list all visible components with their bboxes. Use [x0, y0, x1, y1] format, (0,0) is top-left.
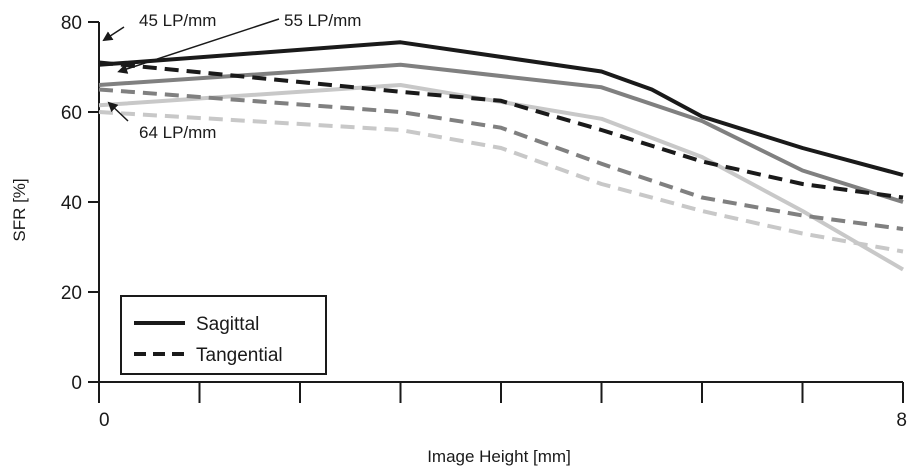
series-layer	[98, 40, 905, 272]
annotation-label: 55 LP/mm	[284, 11, 361, 30]
legend-label: Sagittal	[196, 314, 259, 335]
legend-box	[120, 295, 327, 375]
axes: 0 20 40 60 80 0 8	[61, 13, 907, 431]
series-solid-55lpmm-line	[98, 62, 904, 204]
series-solid-64lpmm-line	[98, 83, 905, 272]
annotation-layer: 45 LP/mm 55 LP/mm 64 LP/mm	[102, 11, 361, 142]
y-tick-label: 0	[71, 373, 82, 394]
legend-label: Tangential	[196, 345, 283, 366]
legend: Sagittal Tangential	[120, 295, 327, 375]
y-axis-title: SFR [%]	[10, 178, 29, 241]
y-tick-label: 80	[61, 13, 82, 34]
series-solid-45lpmm-line	[98, 40, 904, 177]
y-tick-label: 20	[61, 283, 82, 304]
y-tick-label: 60	[61, 103, 82, 124]
y-tick-label: 40	[61, 193, 82, 214]
annotation-arrow	[117, 18, 280, 74]
annotation-arrow	[107, 101, 129, 122]
annotation-arrow	[102, 26, 125, 42]
x-tick-label: 8	[896, 410, 907, 431]
series-dashed-45lpmm-line	[98, 60, 904, 200]
series-dashed-64lpmm-line	[98, 110, 904, 254]
x-tick-label: 0	[99, 410, 110, 431]
series-dashed-55lpmm-line	[98, 87, 904, 231]
x-axis-title: Image Height [mm]	[427, 447, 571, 466]
annotation-label: 45 LP/mm	[139, 11, 216, 30]
annotation-label: 64 LP/mm	[139, 123, 216, 142]
